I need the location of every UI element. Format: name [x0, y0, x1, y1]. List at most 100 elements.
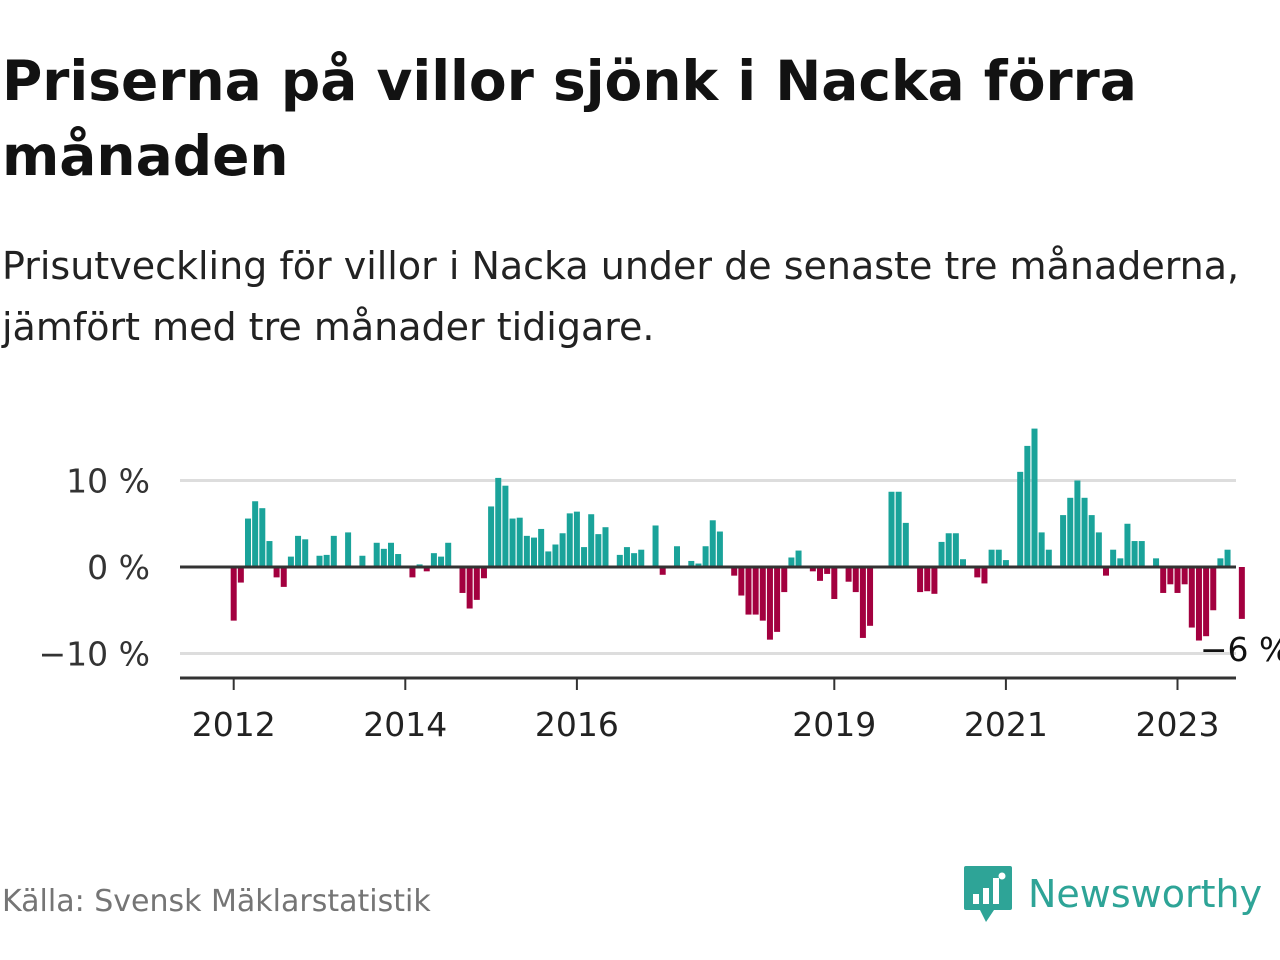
bar — [287, 556, 294, 567]
bar — [1124, 523, 1131, 567]
bar — [623, 547, 630, 567]
bar — [423, 567, 430, 572]
bar — [566, 513, 573, 567]
bar — [902, 522, 909, 567]
bar — [859, 567, 866, 638]
bar — [809, 567, 816, 572]
bar — [1038, 532, 1045, 567]
bar — [466, 567, 473, 609]
bar — [1103, 567, 1109, 576]
bar — [817, 567, 823, 581]
bar — [245, 518, 251, 567]
brand-logo[interactable]: Newsworthy — [962, 862, 1262, 926]
bar — [1017, 471, 1024, 567]
bar — [631, 553, 638, 567]
bar — [373, 542, 380, 567]
bar-chart-speech-bubble-icon — [964, 866, 1012, 922]
bar — [831, 567, 838, 600]
bar — [488, 506, 495, 567]
bar — [981, 567, 988, 584]
bar — [602, 527, 609, 567]
x-tick-label: 2012 — [192, 705, 276, 744]
bar — [516, 517, 523, 567]
bar — [788, 557, 795, 568]
bar — [1045, 549, 1052, 567]
bar — [1088, 515, 1095, 567]
bar — [695, 563, 702, 567]
bar — [459, 567, 466, 593]
bar — [316, 555, 323, 567]
bar — [545, 551, 552, 567]
bar — [867, 567, 874, 626]
bar — [1195, 567, 1202, 641]
bar — [1060, 515, 1067, 567]
bar — [595, 534, 602, 567]
bar — [652, 525, 659, 567]
bar — [359, 555, 366, 567]
bar — [259, 508, 266, 567]
bar — [824, 567, 831, 574]
bar — [1117, 558, 1124, 567]
bar — [917, 567, 924, 593]
bar — [795, 550, 802, 567]
x-tick-label: 2019 — [792, 705, 876, 744]
bar — [345, 532, 352, 567]
bar — [731, 567, 738, 576]
bar — [430, 553, 437, 567]
bar — [945, 533, 952, 567]
bar — [1095, 532, 1102, 567]
bar — [931, 567, 938, 594]
x-tick-label: 2014 — [363, 705, 447, 744]
bar — [538, 528, 545, 567]
bar — [323, 554, 330, 567]
bar-series — [230, 428, 1245, 641]
bar — [659, 567, 666, 575]
bar — [745, 567, 752, 615]
bar — [738, 567, 745, 596]
x-tick-label: 2023 — [1136, 705, 1220, 744]
bar — [638, 549, 645, 567]
bar — [1188, 567, 1195, 628]
bar — [1210, 567, 1217, 611]
bar — [716, 531, 723, 567]
bar — [252, 501, 259, 567]
grid-lines — [180, 479, 1236, 655]
bar — [774, 567, 781, 632]
bar — [752, 567, 759, 615]
bar — [674, 546, 680, 567]
bar — [330, 535, 337, 567]
bar — [1074, 480, 1081, 567]
bar — [509, 518, 516, 567]
bar — [445, 542, 452, 567]
chart-subtitle: Prisutveckling för villor i Nacka under … — [2, 244, 1240, 349]
bar — [781, 567, 788, 593]
bar — [974, 567, 981, 578]
bar — [502, 485, 509, 567]
bar — [395, 554, 402, 568]
bar — [888, 491, 895, 567]
bar — [280, 567, 287, 587]
bar — [852, 567, 859, 593]
bar — [573, 511, 580, 567]
bar — [766, 567, 773, 640]
bar — [1238, 567, 1245, 619]
bar — [1138, 541, 1145, 567]
bar-chart: 10 % 0 % −10 % 2012 2014 2016 2019 2021 2023 −6 % — [39, 428, 1280, 744]
bar — [552, 544, 559, 567]
bar — [480, 567, 487, 579]
bar — [1181, 567, 1188, 585]
bar — [988, 549, 995, 567]
bar — [438, 556, 445, 567]
bar — [995, 549, 1002, 567]
bar — [1203, 567, 1210, 637]
y-tick-label: −10 % — [39, 635, 151, 674]
bar — [409, 567, 416, 578]
bar — [845, 567, 852, 582]
bar — [709, 520, 716, 567]
bar — [952, 533, 959, 567]
bar — [266, 541, 273, 567]
source-note: Källa: Svensk Mäklarstatistik — [2, 884, 431, 919]
bar — [380, 548, 387, 568]
bar — [688, 560, 695, 567]
bar — [616, 554, 623, 567]
